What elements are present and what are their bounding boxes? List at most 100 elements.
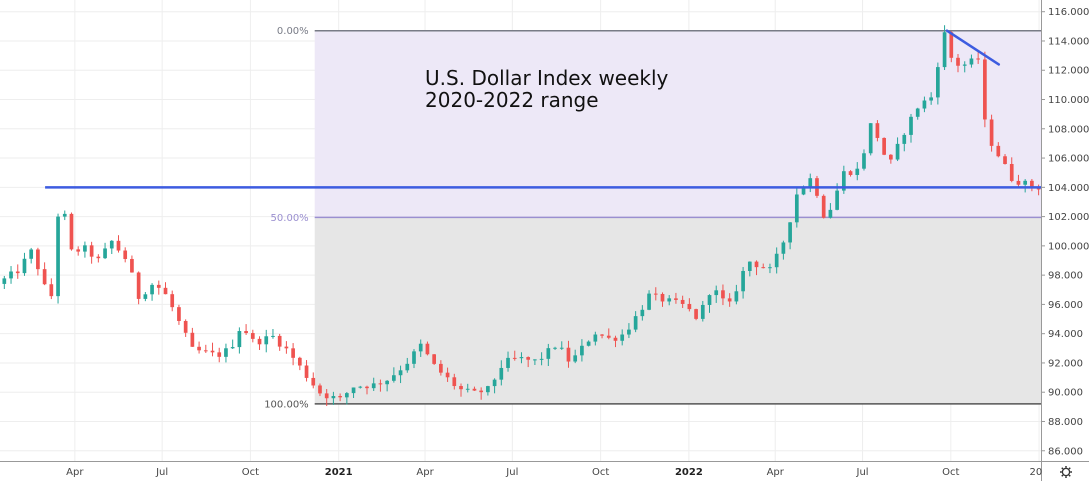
annotation-text-line[interactable]: 2020-2022 range (425, 88, 599, 112)
candle (398, 365, 403, 384)
candle (888, 154, 893, 164)
candle (687, 298, 692, 312)
candle-body (983, 59, 987, 120)
candle-body (566, 347, 571, 362)
candle-body (721, 290, 725, 299)
candle-body (42, 269, 47, 285)
fib-level-label: 0.00% (277, 26, 309, 37)
candle-body (788, 222, 792, 243)
candle (848, 170, 853, 177)
candle (197, 341, 201, 354)
candle (492, 378, 497, 394)
candle (156, 280, 161, 295)
candle (660, 292, 665, 307)
candle (412, 349, 416, 369)
candle (902, 133, 907, 152)
candle (841, 165, 846, 194)
candle-body (29, 249, 34, 259)
candle (546, 343, 551, 366)
candle-body (862, 153, 866, 169)
time-tick-label: 2021 (325, 467, 353, 478)
settings-button-background[interactable] (1042, 462, 1089, 481)
candle-body (197, 346, 201, 351)
candle (707, 294, 712, 313)
candle-body (452, 377, 457, 387)
candle-body (1003, 156, 1007, 165)
candle-body (439, 363, 443, 373)
candle-body (1009, 164, 1014, 181)
candle-body (620, 334, 625, 341)
candle-body (398, 370, 403, 376)
candle (89, 241, 94, 264)
gear-icon-ring (1061, 467, 1071, 477)
candle-body (56, 216, 60, 297)
candle (1016, 174, 1021, 188)
candle (768, 263, 772, 274)
candle-body (875, 123, 880, 138)
candle-body (297, 357, 302, 366)
candle-body (324, 393, 329, 399)
trend-drawings[interactable] (45, 29, 1041, 189)
gear-icon-tooth (1068, 474, 1071, 477)
price-axis[interactable]: 86.000 88.000 90.000 92.000 94.000 96.000 98.0… (1041, 0, 1089, 481)
candle-body (344, 393, 349, 398)
candle-body (183, 320, 188, 333)
fibonacci-retracement[interactable]: 0.00% 50.00% 100.00% (264, 26, 1041, 410)
candle-body (459, 386, 463, 390)
candle (439, 360, 443, 376)
candle (62, 210, 67, 221)
candle-body (230, 347, 235, 349)
candle (103, 242, 107, 260)
candle-body (506, 357, 510, 368)
candle (304, 360, 309, 382)
candle (170, 290, 175, 312)
candle (96, 254, 101, 263)
trend-line-drawing[interactable] (945, 29, 1001, 66)
candle (277, 333, 282, 351)
candle (136, 271, 141, 305)
candle-body (546, 348, 551, 359)
candle-body (358, 386, 363, 388)
candle-body (895, 143, 900, 160)
candle-body (687, 303, 692, 310)
time-tick-label: Oct (942, 467, 959, 478)
candle (922, 96, 927, 113)
candle (351, 387, 356, 399)
candle (633, 311, 638, 333)
candle-body (533, 359, 537, 361)
price-tick-label: 90.000 (1048, 388, 1083, 399)
price-tick-label: 112.000 (1048, 66, 1089, 77)
time-axis[interactable]: Apr Jul Oct 2021 Apr Jul Oct 2022 Apr Jul Oct 202 (0, 461, 1089, 481)
candle (224, 343, 228, 363)
price-tick-label: 88.000 (1048, 417, 1083, 428)
candle (909, 113, 913, 143)
candle (828, 203, 833, 219)
candle-body (606, 335, 611, 338)
annotation-text-line[interactable]: U.S. Dollar Index weekly (425, 66, 669, 90)
candle-body (519, 357, 524, 359)
candle-body (331, 396, 336, 399)
fib-level-label: 50.00% (271, 213, 309, 224)
candle-body (499, 367, 504, 380)
candle-body (2, 278, 7, 284)
candle (499, 360, 504, 386)
candle-body (553, 347, 557, 349)
candle (297, 356, 302, 371)
candle (291, 343, 295, 366)
candle-body (371, 383, 376, 389)
candle (365, 385, 369, 395)
candle (640, 305, 645, 321)
candle (983, 51, 987, 128)
candle-body (109, 240, 114, 249)
candle (1009, 157, 1014, 183)
candle-body (714, 290, 719, 296)
candle-body (237, 331, 242, 348)
candle-body (170, 294, 175, 308)
time-axis-background (0, 461, 1041, 481)
time-tick-label: Oct (592, 467, 609, 478)
candle-body (479, 390, 484, 393)
gear-icon[interactable] (1042, 462, 1089, 481)
candle-body (163, 287, 168, 295)
candle (36, 247, 40, 276)
